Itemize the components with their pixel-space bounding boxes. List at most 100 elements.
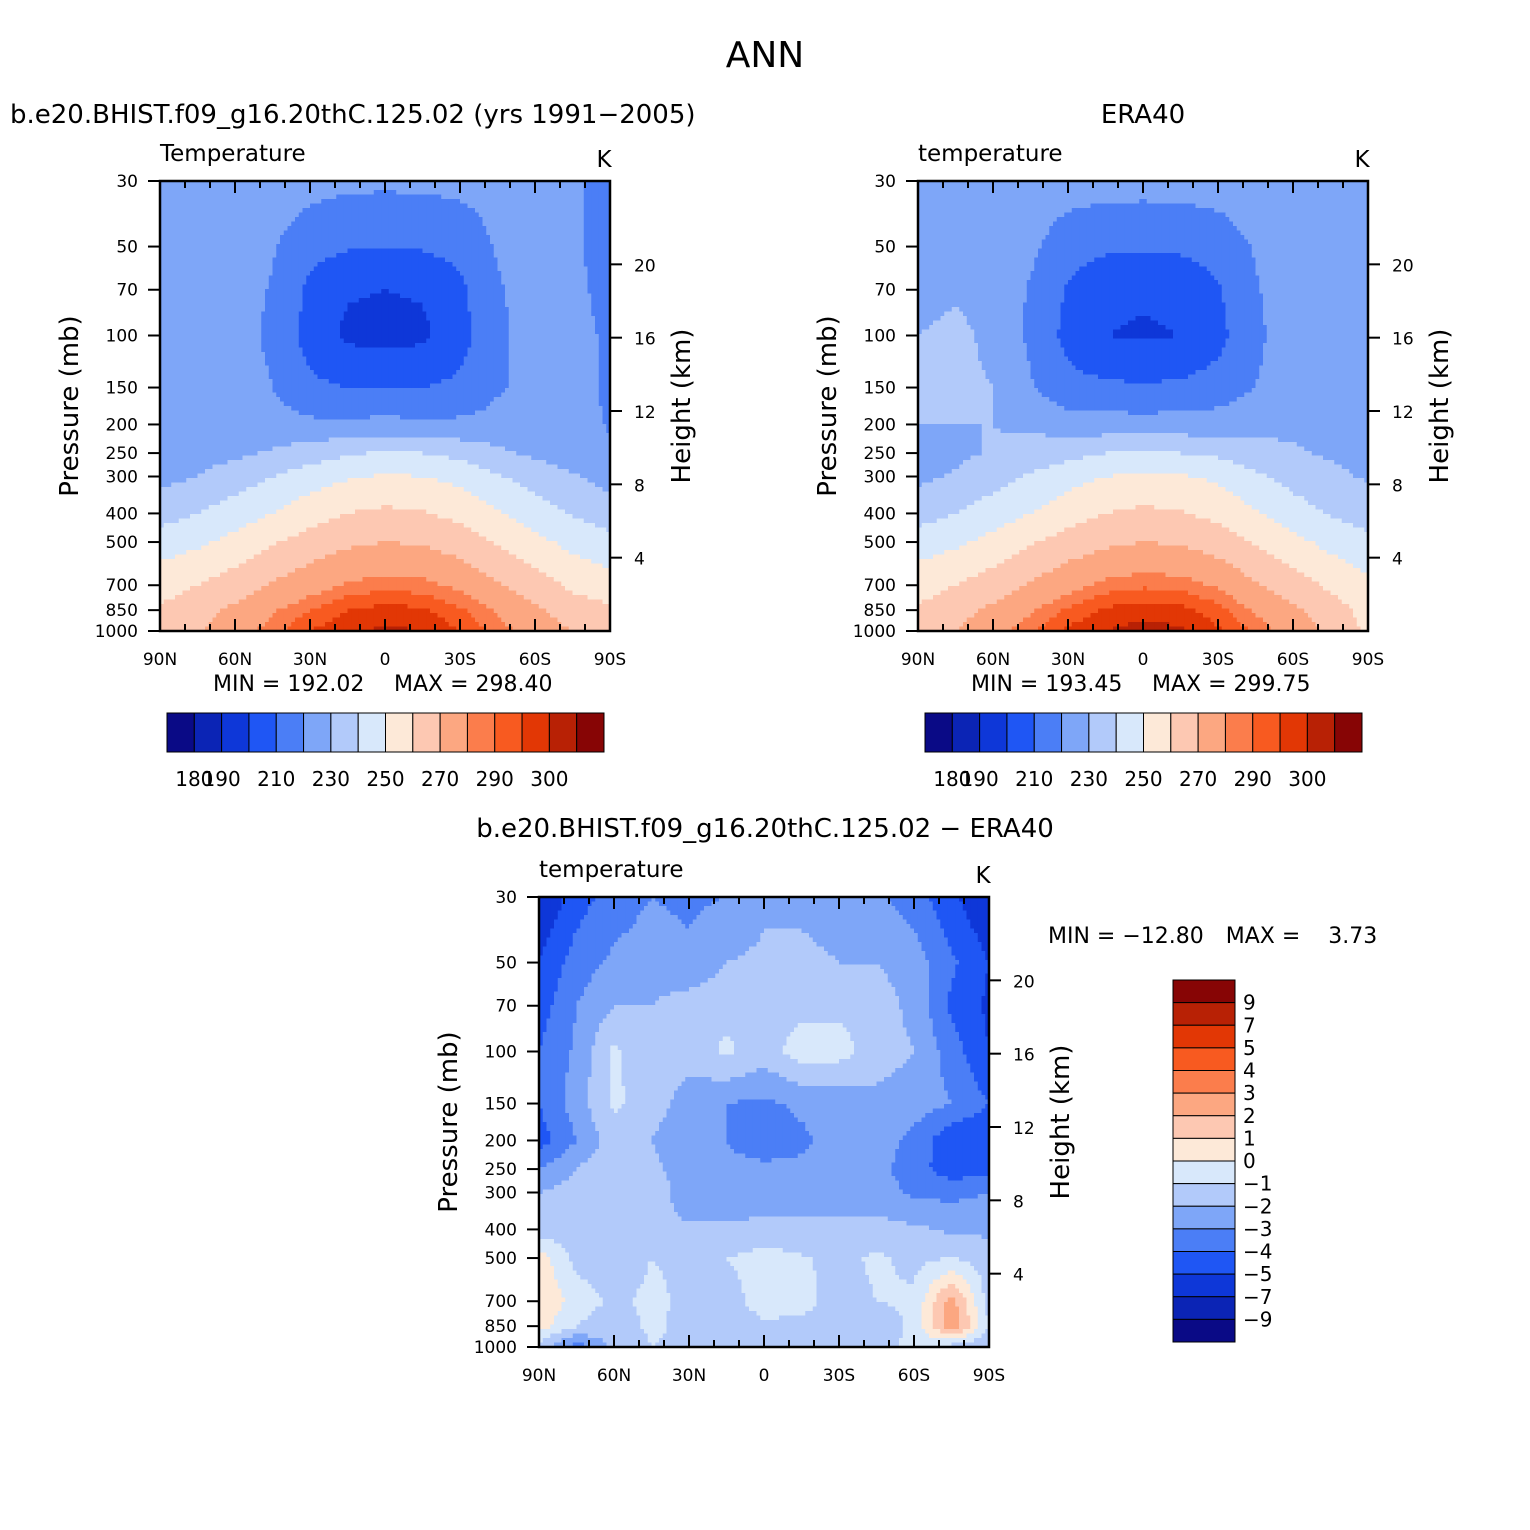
contour-cell <box>479 258 483 263</box>
contour-cell <box>276 280 280 285</box>
contour-cell <box>194 253 198 258</box>
contour-cell <box>389 298 393 303</box>
contour-cell <box>438 258 442 263</box>
contour-cell <box>288 280 292 285</box>
contour-cell <box>269 280 273 285</box>
contour-cell <box>539 217 543 222</box>
contour-cell <box>164 267 168 272</box>
contour-cell <box>501 222 505 227</box>
contour-cell <box>228 303 232 308</box>
contour-cell <box>374 235 378 240</box>
contour-cell <box>554 195 558 200</box>
contour-cell <box>261 204 265 209</box>
contour-cell <box>179 298 183 303</box>
contour-cell <box>498 240 502 245</box>
contour-cell <box>175 294 179 299</box>
contour-cell <box>314 258 318 263</box>
contour-cell <box>374 244 378 249</box>
contour-cell <box>329 312 333 317</box>
contour-cell <box>378 195 382 200</box>
contour-cell <box>453 199 457 204</box>
contour-cell <box>239 249 243 254</box>
contour-cell <box>501 235 505 240</box>
contour-cell <box>475 280 479 285</box>
contour-cell <box>280 204 284 209</box>
contour-cell <box>190 235 194 240</box>
contour-cell <box>561 271 565 276</box>
contour-cell <box>194 190 198 195</box>
contour-cell <box>531 258 535 263</box>
contour-cell <box>498 249 502 254</box>
contour-cell <box>280 240 284 245</box>
contour-cell <box>426 271 430 276</box>
contour-cell <box>273 280 277 285</box>
contour-cell <box>460 253 464 258</box>
contour-cell <box>366 280 370 285</box>
contour-cell <box>408 213 412 218</box>
contour-cell <box>494 231 498 236</box>
contour-cell <box>351 298 355 303</box>
contour-cell <box>370 199 374 204</box>
contour-cell <box>565 294 569 299</box>
contour-cell <box>284 249 288 254</box>
contour-cell <box>329 217 333 222</box>
contour-cell <box>419 208 423 213</box>
contour-cell <box>528 253 532 258</box>
contour-cell <box>359 271 363 276</box>
contour-cell <box>471 204 475 209</box>
contour-cell <box>258 289 262 294</box>
contour-cell <box>389 235 393 240</box>
contour-cell <box>453 271 457 276</box>
contour-cell <box>389 186 393 191</box>
contour-cell <box>558 240 562 245</box>
contour-cell <box>370 298 374 303</box>
contour-cell <box>588 249 592 254</box>
contour-cell <box>494 213 498 218</box>
contour-cell <box>471 258 475 263</box>
contour-cell <box>385 253 389 258</box>
contour-cell <box>434 204 438 209</box>
contour-cell <box>190 222 194 227</box>
contour-cell <box>584 276 588 281</box>
contour-cell <box>516 226 520 231</box>
contour-cell <box>404 240 408 245</box>
contour-cell <box>175 303 179 308</box>
contour-cell <box>393 235 397 240</box>
contour-cell <box>531 285 535 290</box>
contour-cell <box>265 312 269 317</box>
contour-cell <box>494 262 498 267</box>
contour-cell <box>483 235 487 240</box>
contour-cell <box>449 190 453 195</box>
contour-cell <box>299 217 303 222</box>
contour-cell <box>404 208 408 213</box>
contour-cell <box>254 226 258 231</box>
contour-cell <box>408 244 412 249</box>
contour-cell <box>336 253 340 258</box>
contour-cell <box>299 258 303 263</box>
contour-cell <box>516 298 520 303</box>
contour-cell <box>599 298 603 303</box>
contour-cell <box>591 262 595 267</box>
contour-cell <box>363 226 367 231</box>
contour-cell <box>348 249 352 254</box>
contour-cell <box>201 240 205 245</box>
contour-cell <box>393 262 397 267</box>
contour-cell <box>235 222 239 227</box>
contour-cell <box>546 240 550 245</box>
contour-cell <box>393 195 397 200</box>
contour-cell <box>475 253 479 258</box>
contour-cell <box>280 258 284 263</box>
contour-cell <box>321 307 325 312</box>
contour-cell <box>531 208 535 213</box>
contour-cell <box>325 244 329 249</box>
contour-cell <box>190 213 194 218</box>
contour-cell <box>445 244 449 249</box>
contour-cell <box>385 303 389 308</box>
contour-cell <box>310 199 314 204</box>
contour-cell <box>479 213 483 218</box>
contour-cell <box>291 240 295 245</box>
contour-cell <box>483 267 487 272</box>
contour-cell <box>430 276 434 281</box>
contour-cell <box>404 258 408 263</box>
contour-cell <box>201 289 205 294</box>
